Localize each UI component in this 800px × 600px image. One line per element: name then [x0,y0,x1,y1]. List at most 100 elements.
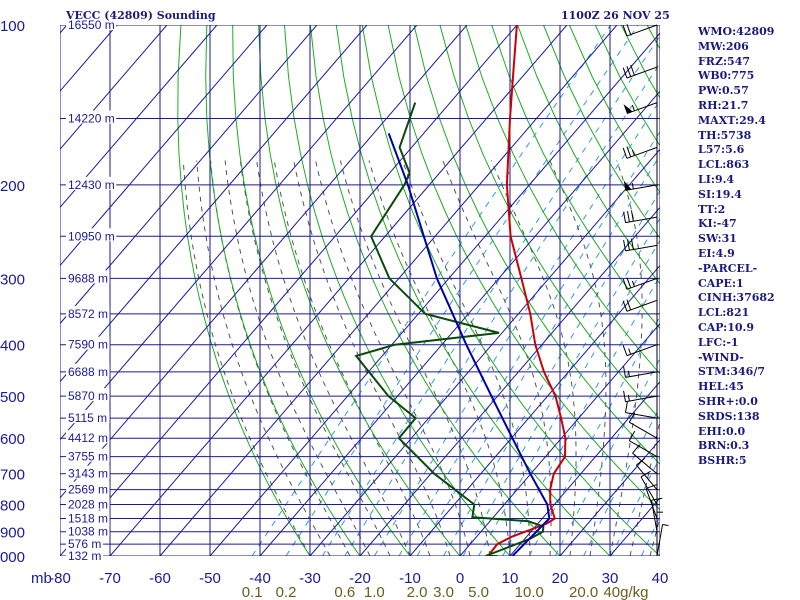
moist-adiabat-line [315,160,471,556]
pressure-tick-label: 800 [0,498,25,515]
wind-barb [622,64,658,79]
index-item: L57:5.6 [698,143,745,157]
height-label: 16550 m [68,18,115,32]
axis-labels-layer: 100200300400500600700800900100016550 m14… [0,17,668,600]
index-item: EHI:0.0 [698,424,746,438]
wind-barb [623,366,658,378]
wind-barb-full [622,345,628,356]
pressure-tick-label: 600 [0,431,25,448]
index-item: SRDS:138 [698,409,760,423]
wind-barb-full [622,300,628,312]
index-item: WMO:42809 [698,25,775,38]
height-label-bg [66,548,103,561]
wind-barb-staff [626,299,658,312]
height-label: 3143 m [68,467,108,481]
isotherm-line [60,25,418,441]
wind-barb-full [622,278,628,290]
index-item: LI:9.4 [698,172,735,186]
height-label-bg [66,465,110,479]
wind-barb-full [624,401,628,413]
wind-barb [622,277,658,290]
mixing-ratio-label: 0.6 [334,584,355,600]
wind-barb [623,180,658,191]
height-label-bg [66,481,110,495]
pressure-tick-label: 400 [0,338,25,355]
pressure-unit-label: mb [31,570,52,587]
height-label-bg [66,17,117,30]
wind-barb [623,238,658,252]
wind-barbs-layer [622,24,669,557]
wind-barb-full [626,146,632,158]
height-label: 12430 m [68,178,115,192]
mixing-ratio-label: 40g/kg [603,584,648,600]
wind-barb-half [627,395,630,402]
moist-adiabat-line [224,160,371,556]
index-item: MAXT:29.4 [698,113,766,127]
series-line-parcel [387,133,551,556]
index-item: CAP:10.9 [698,320,755,334]
series-line-temperature [487,25,567,556]
mixing-ratio-label: 1.0 [364,584,385,600]
height-label-bg [66,410,110,424]
wind-barb-half [631,149,635,156]
wind-barb [622,344,658,357]
wind-barb-staff [632,452,658,475]
index-item: FRZ:547 [698,54,751,68]
moist-adiabat-line [293,160,451,556]
chart-datetime: 1100Z 26 NOV 25 [561,9,670,22]
index-item: SI:19.4 [698,187,742,201]
wind-barb-full [626,24,632,35]
isotherm-line [259,90,660,556]
pressure-tick-label: 900 [0,525,25,542]
index-item: SW:31 [698,232,737,246]
wind-barb-full [630,64,635,76]
height-label: 2569 m [68,483,108,497]
index-item: LFC:-1 [698,335,739,349]
moist-adiabat-line [339,160,491,556]
height-label: 9688 m [68,271,108,285]
wind-barb-staff [656,524,664,557]
mixing-ratio-label: 0.1 [242,584,263,600]
height-label: 6688 m [68,365,108,379]
wind-barb-staff [626,344,658,357]
wind-barb-staff [626,146,658,159]
wind-barb-full [626,277,632,289]
height-label: 14220 m [68,112,115,126]
height-label: 7590 m [68,338,108,352]
wind-barb [622,24,658,37]
isotherm-line [159,25,618,556]
index-item: LCL:821 [698,306,750,320]
mixing-ratio-label: 5.0 [468,584,489,600]
wind-barb-staff [625,395,658,403]
wind-barb-full [626,299,632,311]
wind-barb-full [640,470,651,478]
index-item: KI:-47 [698,217,737,231]
height-label-bg [66,536,103,550]
height-label: 2028 m [68,498,108,512]
wind-barb-staff [629,440,658,458]
mixing-ratio-label: 20.0 [569,584,598,600]
wind-barb-half [662,523,669,527]
height-label: 132 m [68,549,101,563]
temperature-tick-label: -20 [349,570,371,587]
height-label: 10950 m [68,229,115,243]
wind-barb [624,401,658,419]
wind-barb-full [622,67,628,79]
temperature-tick-label: 0 [456,570,464,587]
pressure-tick-label: 300 [0,271,25,288]
height-label-bg [66,228,117,242]
wind-barb-staff [629,421,658,439]
mixing-ratio-label: 10.0 [515,584,544,600]
wind-barb [632,444,658,475]
pressure-tick-label: 1000 [0,549,25,566]
isotherm-line [60,25,318,325]
isotherm-line [509,380,660,556]
isotherm-line [60,25,368,383]
wind-barb [622,299,658,312]
wind-barb [623,102,658,115]
isotherm-line [459,322,660,556]
moist-adiabat-line [273,160,431,556]
wind-barb-half [631,280,635,287]
height-label-bg [66,523,110,537]
